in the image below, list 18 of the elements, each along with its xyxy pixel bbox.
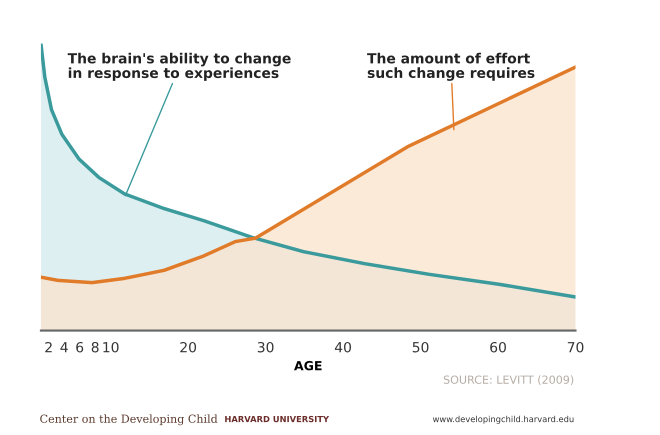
x-tick-label: 60 [490, 342, 506, 352]
source-note: SOURCE: LEVITT (2009) [444, 375, 574, 386]
x-axis-title: AGE [294, 360, 322, 370]
x-tick-label: 40 [334, 342, 351, 352]
x-tick-label: 4 [60, 342, 68, 352]
text: Center on the Developing Child [40, 414, 218, 426]
text: HARVARD UNIVERSITY [225, 416, 330, 422]
annotation: The amount of effort such change requires [367, 52, 534, 81]
x-tick-label: 6 [76, 342, 84, 352]
annotation: The brain's ability to change in response to experiences [68, 52, 291, 81]
x-tick-label: 8 [92, 342, 99, 352]
x-tick-label: 30 [258, 342, 274, 352]
x-tick-label: 10 [103, 342, 119, 352]
x-tick-label: 70 [568, 342, 584, 352]
x-tick-label: 2 [45, 342, 52, 352]
x-tick-label: 20 [180, 342, 196, 352]
text: www.developingchild.harvard.edu [432, 416, 574, 424]
x-tick-label: 50 [412, 342, 428, 352]
